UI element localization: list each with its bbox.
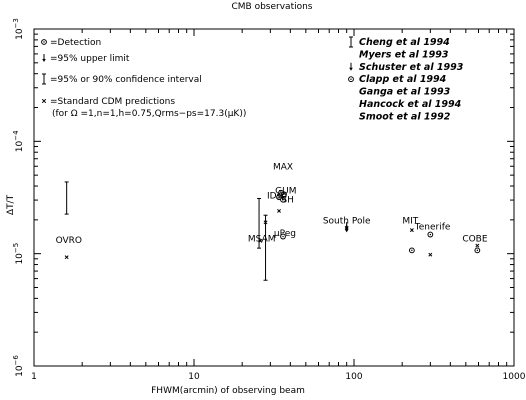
detection-point: [280, 233, 286, 240]
svg-text:10−3: 10−3: [12, 18, 25, 40]
experiment-label: COBE: [462, 235, 488, 245]
legend-marker-arrow: [42, 54, 46, 62]
legend-entry: =95% or 90% confidence interval: [50, 75, 202, 85]
x-tick-label: 100: [345, 372, 362, 382]
y-tick-label: 10−4: [12, 130, 25, 152]
reference-entry: Cheng et al 1994: [359, 37, 450, 48]
detection-point: [427, 231, 434, 238]
legend-entry: (for Ω =1,n=1,h=0.75,Qrms−ps=17.3(μK)): [52, 109, 246, 119]
reference-marker-arrow: [349, 62, 353, 71]
svg-text:10−4: 10−4: [12, 130, 25, 152]
x-tick-labels: 1 10 100 1000: [31, 372, 526, 382]
y-tick-label: 10−6: [12, 355, 25, 377]
y-tick-labels: 10−6 10−5 10−4 10−3: [12, 18, 25, 377]
data-marks: [64, 181, 481, 281]
detection-point: [281, 191, 287, 198]
cdm-prediction: [428, 252, 433, 257]
y-axis-label: ΔT/T: [6, 194, 16, 215]
x-tick-label: 10: [188, 372, 200, 382]
axis-ticks: [33, 29, 514, 367]
y-tick-label: 10−5: [12, 243, 25, 265]
cdm-prediction: [258, 238, 263, 243]
experiment-label: MAX: [273, 163, 293, 173]
chart-title: CMB observations: [232, 2, 313, 12]
y-tick-label: 10−3: [12, 18, 25, 40]
legend-marker-bar: [42, 73, 46, 85]
x-tick-label: 1: [31, 372, 37, 382]
cdm-prediction: [277, 209, 281, 213]
cdm-prediction: [263, 220, 268, 225]
cdm-prediction: [344, 225, 349, 230]
experiment-label: IDsp: [267, 191, 287, 201]
plot-frame: [33, 28, 515, 367]
reference-marker-bar: [349, 36, 353, 48]
detection-point: [280, 196, 286, 203]
detection-point: [408, 247, 415, 254]
marker-legend: =Detection =95% upper limit =95% or 90% co…: [41, 38, 246, 119]
experiment-label: SH: [281, 196, 293, 206]
reference-entry: Smoot et al 1992: [359, 111, 451, 122]
reference-entry: Schuster et al 1993: [359, 62, 464, 73]
experiment-label: OVRO: [56, 236, 82, 246]
reference-marker-circle: [348, 76, 354, 83]
detection-point: [474, 247, 481, 254]
confidence-interval: [64, 181, 69, 215]
legend-entry: =95% upper limit: [50, 54, 130, 64]
experiment-label: Tenerife: [414, 223, 451, 233]
legend-entry: =Detection: [50, 38, 101, 48]
experiment-label: μPeg: [274, 229, 296, 239]
experiment-label: GUM: [275, 186, 296, 196]
reference-entry: Ganga et al 1993: [359, 87, 451, 98]
reference-entry: Myers et al 1993: [359, 49, 449, 60]
experiment-label: MSAM: [248, 235, 276, 245]
legend-marker-circle: [41, 39, 47, 45]
reference-entry: Hancock et al 1994: [359, 99, 462, 110]
cdm-prediction: [475, 243, 480, 248]
detection-point: [276, 194, 282, 201]
cdm-prediction: [64, 255, 69, 260]
legend-entry: =Standard CDM predictions: [50, 97, 175, 107]
experiment-label: South Pole: [323, 217, 371, 227]
x-tick-label: 1000: [503, 372, 526, 382]
experiment-label: MIT: [402, 217, 418, 227]
x-axis-label: FHWM(arcmin) of observing beam: [151, 386, 305, 396]
legend-marker-cross: [41, 98, 47, 104]
svg-text:10−5: 10−5: [12, 243, 25, 265]
reference-entry: Clapp et al 1994: [359, 74, 447, 85]
confidence-interval: [263, 214, 268, 281]
cdm-prediction: [409, 228, 414, 233]
svg-text:10−6: 10−6: [12, 355, 25, 377]
